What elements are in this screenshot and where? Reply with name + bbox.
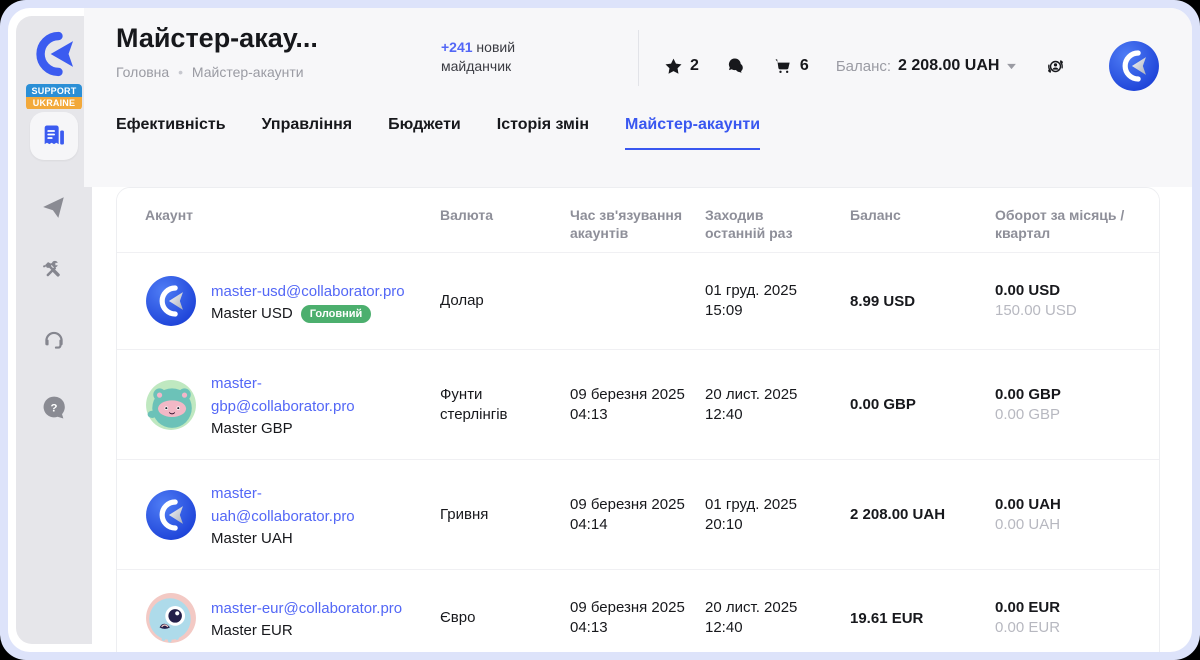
svg-text:?: ? [51, 403, 58, 415]
